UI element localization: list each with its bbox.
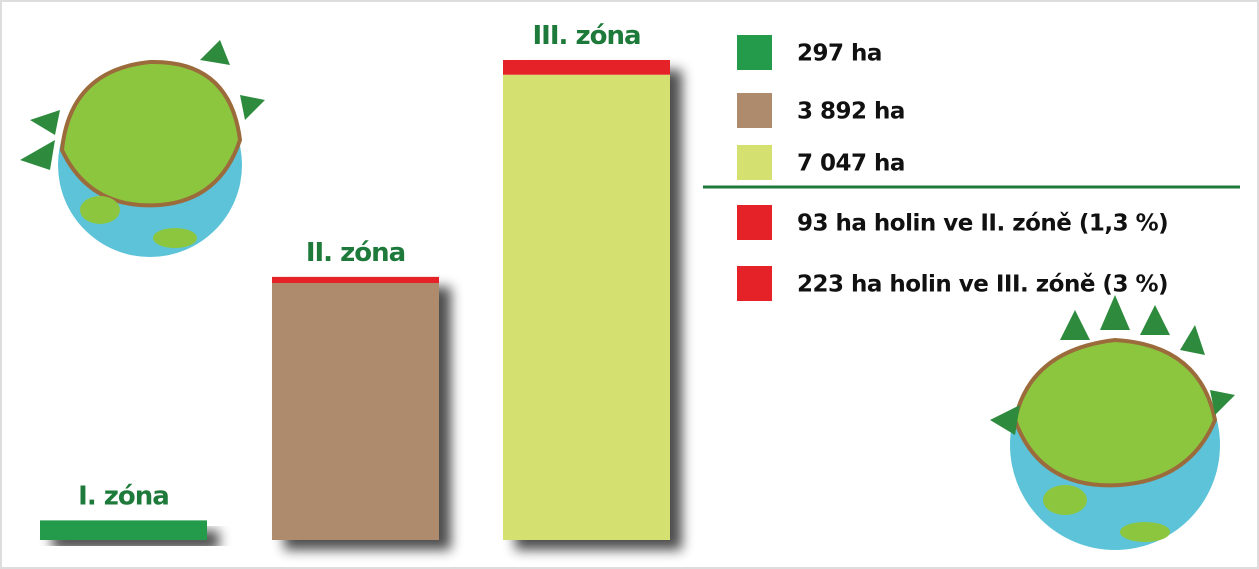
page: {"chart_data": {"type": "bar", "stacked"…	[0, 0, 1259, 569]
legend-swatch	[737, 205, 772, 240]
globe-right	[990, 295, 1235, 550]
legend-swatch	[737, 35, 772, 70]
bar	[40, 520, 207, 540]
bar	[272, 277, 439, 283]
chart: I. zóna II. zóna III. zóna 297 ha 3 892 ha 7 …	[0, 0, 1259, 569]
globe-left	[20, 40, 265, 257]
bar	[503, 60, 670, 75]
legend-label: 93 ha holin ve II. zóně (1,3 %)	[797, 211, 1168, 237]
zone-label: III. zóna	[533, 21, 641, 51]
legend-label: 223 ha holin ve III. zóně (3 %)	[797, 272, 1168, 298]
legend-label: 297 ha	[797, 41, 882, 67]
legend-swatch	[737, 266, 772, 301]
bar	[272, 283, 439, 540]
zone-label: II. zóna	[306, 238, 405, 268]
zone-label: I. zóna	[78, 481, 169, 511]
legend-swatch	[737, 145, 772, 180]
legend-label: 3 892 ha	[797, 99, 905, 125]
bar	[503, 75, 670, 540]
legend-label: 7 047 ha	[797, 151, 905, 177]
legend-swatch	[737, 93, 772, 128]
